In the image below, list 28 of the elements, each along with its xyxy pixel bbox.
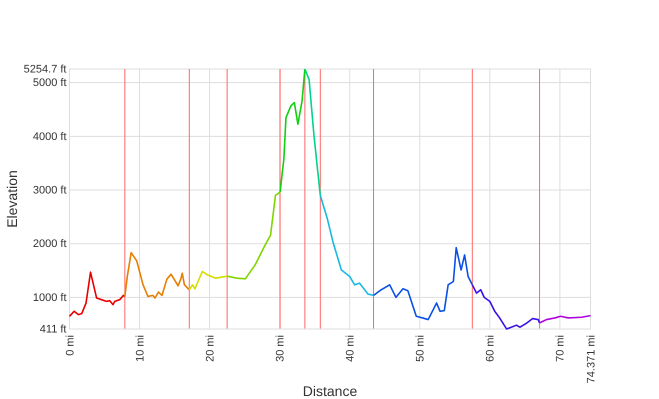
y-tick-label: 5000 ft bbox=[32, 77, 66, 90]
x-tick-label: 60 mi bbox=[484, 335, 497, 362]
line-series bbox=[188, 270, 228, 291]
y-axis-title: Elevation bbox=[4, 170, 20, 228]
line-series bbox=[372, 246, 474, 320]
y-tick-label: 4000 ft bbox=[32, 130, 66, 143]
x-tick-label: 40 mi bbox=[344, 335, 357, 362]
x-tick-label: 70 mi bbox=[554, 335, 567, 362]
x-tick-label: 10 mi bbox=[134, 335, 146, 362]
x-tick-label: 20 mi bbox=[204, 335, 216, 362]
y-tick-label: 2000 ft bbox=[32, 238, 66, 250]
x-axis-title: Distance bbox=[302, 383, 358, 399]
x-tick-label: 74.371 mi bbox=[585, 335, 598, 384]
x-tick-label: 30 mi bbox=[274, 335, 287, 362]
y-tick-label: 1000 ft bbox=[32, 292, 66, 304]
line-series bbox=[226, 191, 281, 280]
line-series bbox=[68, 271, 126, 318]
x-tick-label: 50 mi bbox=[414, 335, 427, 362]
y-tick-label: 411 ft bbox=[40, 324, 66, 336]
line-series bbox=[319, 194, 374, 296]
line-series bbox=[304, 68, 322, 196]
line-series bbox=[472, 284, 540, 330]
y-tick-label: 5254.7 ft bbox=[24, 64, 66, 76]
y-tick-label: 3000 ft bbox=[32, 184, 66, 197]
line-series bbox=[279, 68, 306, 193]
line-series bbox=[538, 314, 592, 324]
line-series bbox=[124, 252, 190, 299]
x-tick-label: 0 mi bbox=[64, 335, 76, 356]
